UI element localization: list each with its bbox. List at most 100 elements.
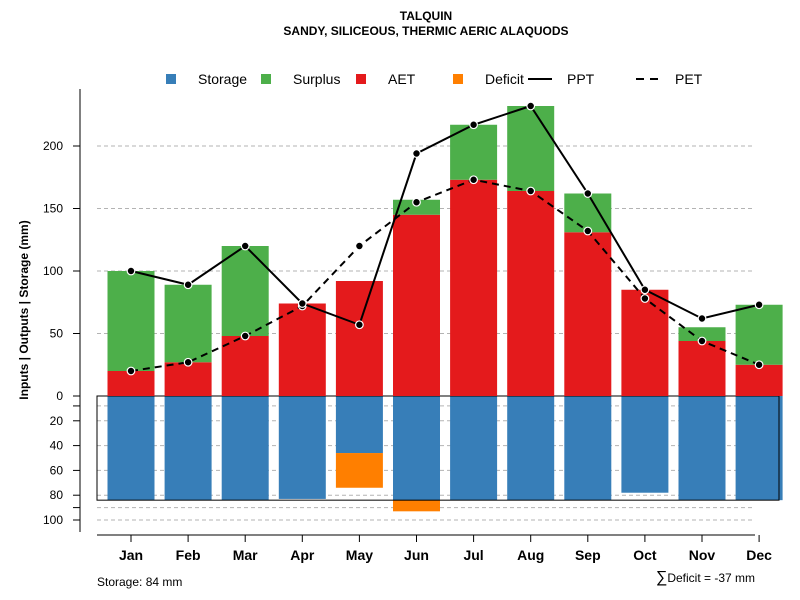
y-tick-label: 200: [43, 139, 63, 153]
aet-bar: [221, 336, 269, 396]
x-tick-label: Oct: [633, 547, 657, 563]
pet-point: [754, 360, 764, 370]
storage-bar: [221, 396, 269, 501]
pet-point: [412, 197, 421, 207]
pet-point: [526, 186, 536, 196]
x-tick-label: Jan: [119, 547, 143, 563]
x-tick-label: Dec: [746, 547, 772, 563]
deficit-legend-swatch: [453, 74, 463, 84]
ppt-point: [526, 101, 536, 111]
deficit-bar: [335, 453, 383, 488]
surplus-legend-swatch: [261, 74, 271, 84]
aet-bar: [621, 289, 669, 396]
y-tick-label: 60: [50, 463, 64, 477]
surplus-bar: [507, 106, 555, 191]
aet-legend-swatch: [356, 74, 366, 84]
aet-bar: [278, 303, 326, 396]
ppt-point: [240, 241, 250, 251]
pet-point: [355, 241, 364, 251]
storage-bar: [107, 396, 155, 501]
storage-bar: [507, 396, 555, 501]
aet-bar: [507, 191, 555, 396]
pet-point: [640, 294, 650, 303]
aet-bar: [450, 179, 498, 396]
pet-point: [469, 175, 479, 185]
chart-subtitle: SANDY, SILICEOUS, THERMIC AERIC ALAQUODS: [283, 24, 568, 38]
storage-bar: [564, 396, 612, 501]
storage-bar: [164, 396, 212, 501]
surplus-bar: [221, 246, 269, 336]
storage-bar: [450, 396, 498, 501]
deficit-footer: ∑Deficit = -37 mm: [656, 569, 755, 586]
storage-bar: [278, 396, 326, 499]
y-tick-label: 40: [50, 439, 64, 453]
y-tick-label: 50: [50, 327, 64, 341]
pet-point: [126, 366, 136, 376]
aet-bar: [678, 341, 726, 396]
pet-point: [240, 331, 250, 341]
deficit-legend-label: Deficit: [485, 71, 524, 87]
y-tick-label: 100: [43, 264, 63, 278]
aet-bar: [335, 281, 383, 396]
y-tick-label: 20: [50, 414, 64, 428]
surplus-bar: [735, 304, 783, 365]
surplus-bar: [564, 193, 612, 233]
y-axis-label: Inputs | Outputs | Storage (mm): [17, 220, 31, 399]
ppt-point: [697, 314, 707, 323]
storage-footer: Storage: 84 mm: [97, 575, 182, 589]
y-tick-label: 150: [43, 202, 63, 216]
ppt-point: [469, 120, 479, 130]
surplus-bar: [107, 271, 155, 371]
aet-bar: [164, 362, 212, 396]
line-series: [126, 101, 764, 376]
ppt-point: [583, 189, 593, 198]
x-tick-label: Apr: [290, 547, 315, 563]
x-tick-label: May: [346, 547, 373, 563]
ppt-point: [754, 300, 764, 310]
ppt-point: [126, 266, 136, 276]
ppt-legend-label: PPT: [567, 71, 595, 87]
storage-legend-label: Storage: [198, 71, 247, 87]
deficit-footer-text: Deficit = -37 mm: [667, 571, 755, 585]
chart-title: TALQUIN: [400, 9, 452, 23]
x-tick-label: Aug: [517, 547, 544, 563]
lower-panel: [96, 395, 783, 512]
ppt-point: [412, 149, 421, 158]
storage-bar: [335, 396, 383, 454]
ppt-point: [297, 299, 307, 308]
deficit-bar: [393, 500, 440, 512]
x-tick-label: Jul: [463, 547, 483, 563]
sum-icon: ∑: [656, 569, 667, 586]
pet-line: [130, 178, 760, 372]
upper-panel: [107, 106, 783, 396]
ppt-point: [355, 320, 364, 330]
y-tick-label: 0: [56, 389, 63, 403]
x-tick-label: Sep: [575, 547, 601, 563]
aet-bar: [735, 364, 783, 396]
ppt-point: [640, 285, 650, 295]
y-tick-label: 80: [50, 488, 64, 502]
storage-bar: [393, 396, 440, 501]
ppt-line: [130, 104, 760, 327]
aet-bar: [564, 232, 612, 396]
y-tick-label: 100: [43, 513, 63, 527]
axes: 0 50 100 150 200 20 40 60 80 100 Jan Feb Mar Apr May Ju…: [43, 89, 772, 563]
surplus-bar: [678, 327, 726, 341]
surplus-bar: [164, 284, 212, 363]
x-tick-label: Jun: [404, 547, 429, 563]
pet-legend-label: PET: [675, 71, 703, 87]
pet-point: [183, 357, 193, 367]
storage-bar: [621, 396, 669, 493]
x-tick-label: Nov: [689, 547, 716, 563]
surplus-bar: [450, 124, 498, 180]
surplus-legend-label: Surplus: [293, 71, 340, 87]
x-tick-label: Mar: [233, 547, 258, 563]
storage-legend-swatch: [166, 74, 176, 84]
storage-bar: [678, 396, 726, 501]
pet-point: [583, 226, 593, 236]
ppt-point: [183, 280, 193, 290]
aet-legend-label: AET: [388, 71, 416, 87]
x-tick-label: Feb: [176, 547, 201, 563]
legend: Storage Surplus AET Deficit PPT PET: [166, 71, 703, 87]
